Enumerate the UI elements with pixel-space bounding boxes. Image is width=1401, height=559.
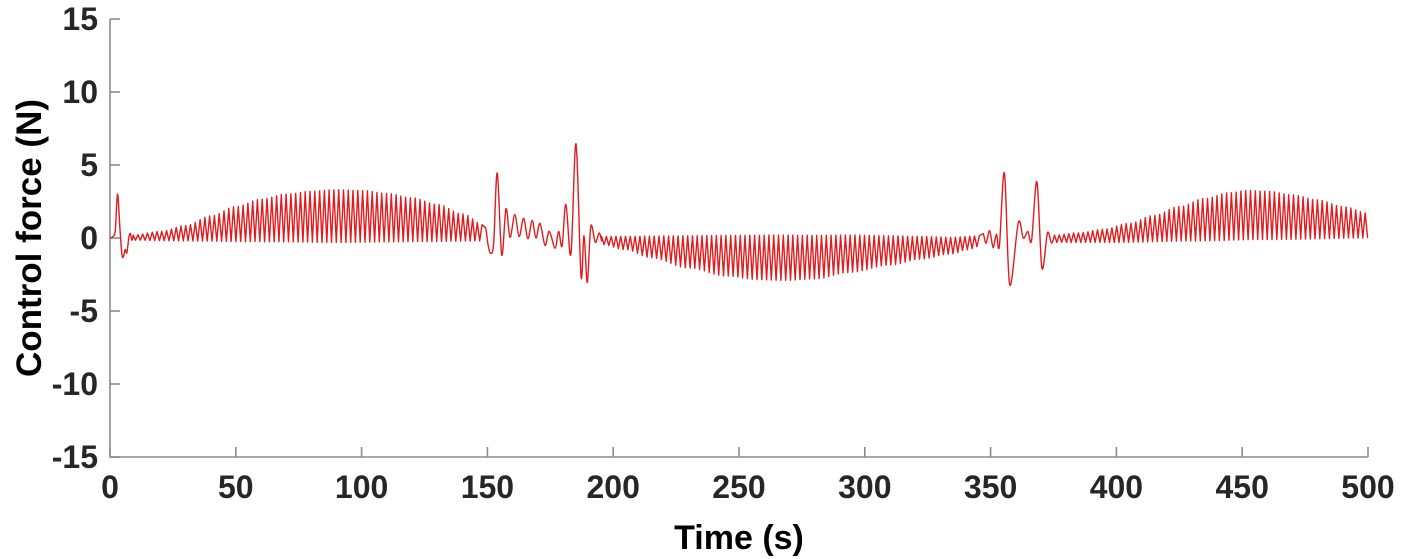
x-tick-label: 250 [712,469,765,505]
x-tick-label: 350 [964,469,1017,505]
x-tick-label: 0 [101,469,119,505]
y-axis-title: Control force (N) [10,98,49,378]
x-tick-label: 400 [1090,469,1143,505]
x-tick-label: 450 [1216,469,1269,505]
y-tick-label: 5 [80,147,98,183]
y-tick-label: 15 [62,1,98,37]
x-axis-title: Time (s) [674,519,804,557]
x-tick-label: 500 [1341,469,1394,505]
x-tick-label: 50 [218,469,254,505]
control-force-series [109,143,1369,286]
y-tick-label: -15 [52,439,98,475]
x-tick-label: 150 [461,469,514,505]
y-tick-label: 10 [62,74,98,110]
y-tick-label: -10 [52,366,98,402]
x-tick-label: 200 [587,469,640,505]
x-tick-label: 100 [335,469,388,505]
y-tick-label: 0 [80,220,98,256]
y-tick-label: -5 [70,293,98,329]
x-tick-label: 300 [838,469,891,505]
